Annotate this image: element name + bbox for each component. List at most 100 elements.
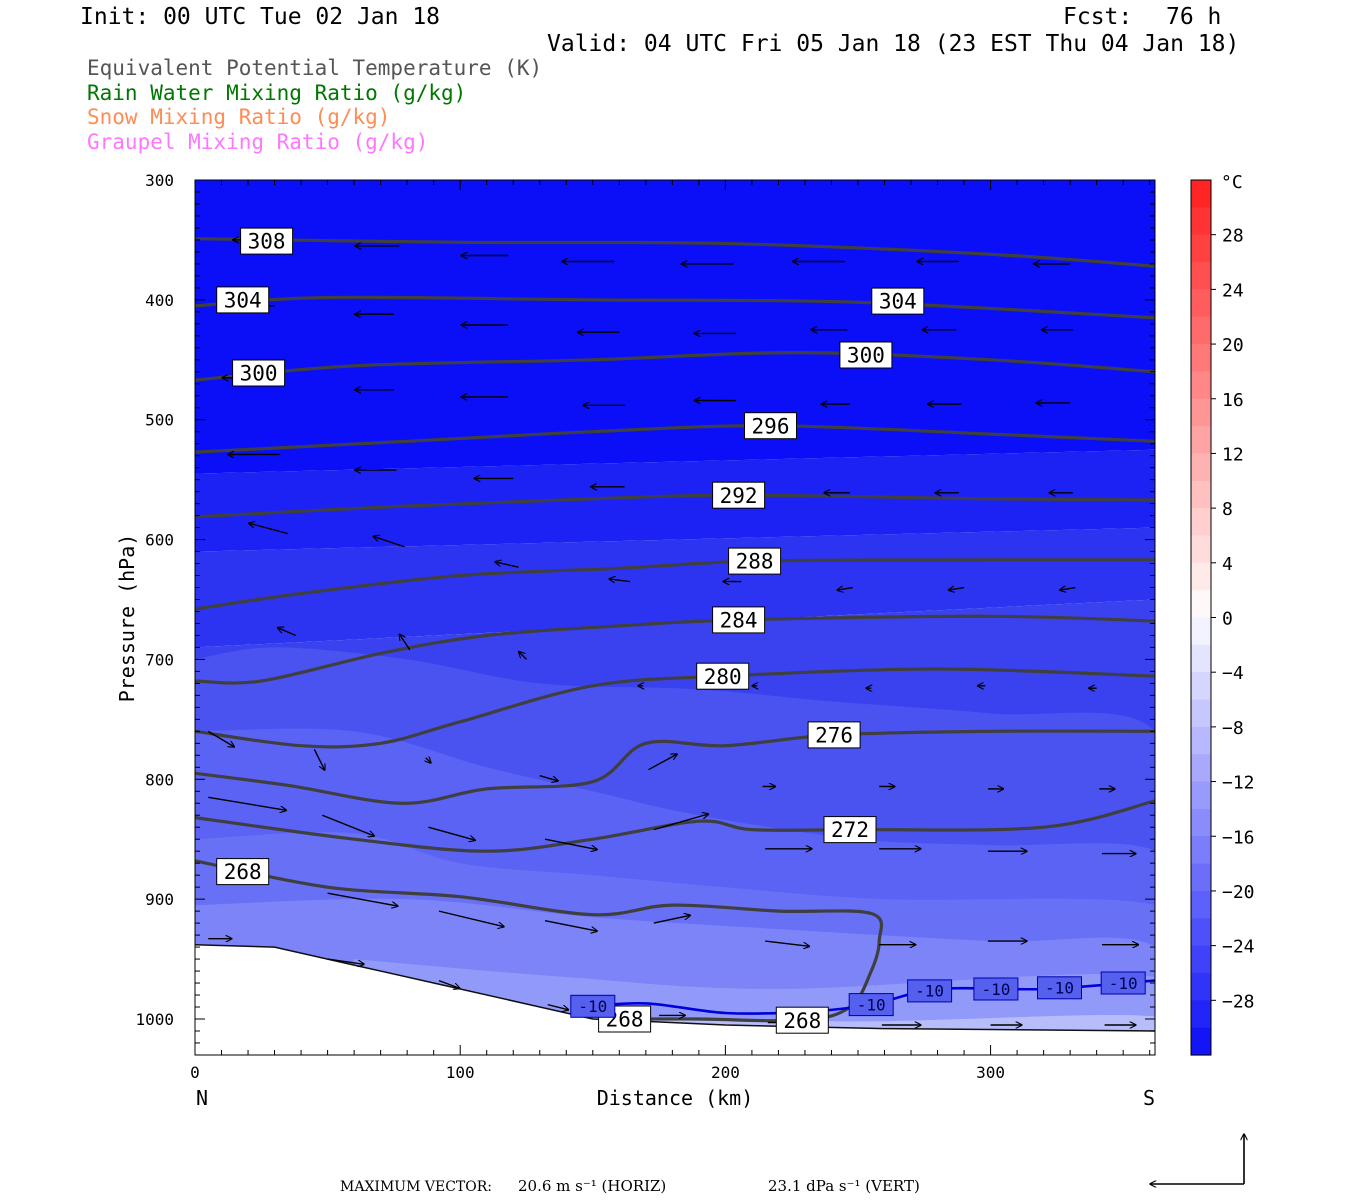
legend-snow: Snow Mixing Ratio (g/kg) [87, 105, 391, 129]
temperature-band [195, 527, 1155, 648]
theta-e-contour-296 [195, 424, 1155, 454]
terrain-line [195, 943, 1155, 1032]
colorbar-swatch [1191, 781, 1211, 810]
wind-vector [207, 730, 234, 747]
y-tick-label: 900 [145, 890, 174, 909]
wind-vector [426, 758, 431, 763]
colorbar-tick-label: 0 [1222, 609, 1233, 630]
wind-vector [765, 940, 809, 946]
terrain [195, 944, 1155, 1055]
wind-vector [428, 826, 475, 840]
colorbar-swatch [1191, 945, 1211, 974]
theta-e-contour-276 [195, 729, 1155, 805]
colorbar-tick-label: −12 [1222, 773, 1255, 794]
y-tick-label: 700 [145, 650, 174, 669]
wind-vector [544, 838, 597, 849]
contour-label: 272 [831, 818, 869, 842]
colorbar-swatch [1191, 890, 1211, 919]
contour-label: -10 [1045, 979, 1074, 998]
contour-label: 304 [224, 288, 262, 312]
contour-label-box [1037, 976, 1082, 1000]
colorbar-swatch [1191, 1027, 1211, 1056]
wind-vector [322, 814, 374, 836]
x-end-right-label: S [1143, 1086, 1155, 1110]
x-axis-title: Distance (km) [597, 1086, 754, 1110]
contour-label: 292 [720, 484, 758, 508]
contour-label: -10 [857, 995, 886, 1014]
colorbar-swatch [1191, 508, 1211, 537]
theta-e-contour-288 [195, 558, 1155, 611]
temperature-band [195, 180, 1155, 474]
contour-label: 280 [704, 665, 742, 689]
contour-label-box [216, 858, 270, 886]
wind-vector [609, 579, 631, 582]
colorbar-swatch [1191, 863, 1211, 892]
reference-vector [1150, 1134, 1244, 1184]
init-time: Init: 00 UTC Tue 02 Jan 18 [80, 4, 441, 30]
plot-frame [194, 179, 1156, 1056]
contour-label: -10 [915, 982, 944, 1001]
contour-label-box [240, 227, 294, 255]
colorbar-tick-label: 24 [1222, 280, 1244, 301]
colorbar-swatch [1191, 426, 1211, 455]
legend-theta-e: Equivalent Potential Temperature (K) [87, 56, 543, 80]
colorbar-tick-label: −16 [1222, 827, 1255, 848]
y-tick-label: 400 [145, 291, 174, 310]
contour-label-box [775, 1006, 829, 1034]
max-vector-label: MAXIMUM VECTOR: [340, 1179, 492, 1195]
wind-vector [438, 910, 504, 927]
colorbar-swatch [1191, 535, 1211, 564]
colorbar-swatch [1191, 672, 1211, 701]
contour-label: 308 [248, 230, 286, 254]
contour-label-box [712, 481, 766, 509]
contour-label: -10 [1109, 974, 1138, 993]
colorbar-swatch [1191, 918, 1211, 947]
wind-vector [327, 892, 398, 906]
contour-label: 304 [879, 290, 917, 314]
contour-label-box [744, 412, 797, 440]
legend: Equivalent Potential Temperature (K) Rai… [87, 58, 542, 156]
colorbar-tick-label: −24 [1222, 937, 1255, 958]
colorbar-swatch [1191, 808, 1211, 837]
wind-vector [544, 920, 597, 931]
y-axis-title: Pressure (hPa) [115, 534, 139, 703]
x-tick-label: 200 [711, 1063, 740, 1082]
wind-vector [648, 754, 677, 771]
contour-label: -10 [981, 980, 1010, 999]
contour-label: 268 [783, 1009, 821, 1033]
colorbar-tick-label: −20 [1222, 882, 1255, 903]
contour-label: -10 [578, 997, 607, 1016]
colorbar-swatch [1191, 699, 1211, 728]
colorbar-swatch [1191, 262, 1211, 290]
wind-vector [653, 814, 709, 831]
colorbar-swatch [1191, 836, 1211, 865]
wind-vector [495, 562, 519, 568]
contour-label: 296 [752, 414, 790, 438]
theta-e-contour-292 [195, 493, 1155, 519]
contour-label-box [973, 977, 1019, 1001]
colorbar-unit: °C [1221, 172, 1243, 193]
colorbar-swatch [1191, 972, 1211, 1001]
contour-label-box [728, 547, 782, 575]
contour-label: 288 [736, 550, 774, 574]
wind-vector [438, 979, 460, 989]
colorbar-swatch [1191, 1000, 1211, 1029]
temperature-band [195, 449, 1155, 552]
y-tick-label: 800 [145, 770, 174, 789]
y-tick-label: 500 [145, 411, 174, 430]
wind-vector [313, 749, 324, 770]
colorbar-tick-label: −8 [1222, 718, 1244, 739]
contour-label-box [823, 816, 877, 844]
forecast-label: Fcst: [1063, 4, 1133, 30]
valid-time: Valid: 04 UTC Fri 05 Jan 18 (23 EST Thu … [547, 31, 1240, 57]
theta-e-contour-300 [195, 350, 1155, 382]
wind-vector [399, 634, 411, 651]
legend-rain: Rain Water Mixing Ratio (g/kg) [87, 80, 467, 105]
colorbar-swatch [1191, 617, 1211, 646]
max-vector-vert: 23.1 dPa s⁻¹ (VERT) [768, 1177, 920, 1195]
colorbar-tick-label: −28 [1222, 991, 1255, 1012]
x-end-left-label: N [196, 1086, 208, 1110]
wind-vector [949, 588, 965, 591]
theta-e-contour-272 [195, 799, 1155, 853]
wind-vector [373, 536, 405, 548]
